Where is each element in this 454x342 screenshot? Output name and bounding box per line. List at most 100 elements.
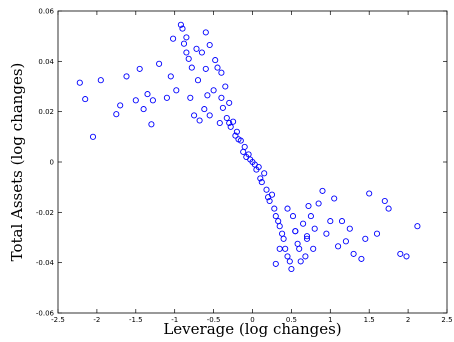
y-tick-label: -0.06 [36,310,55,318]
x-tick-label: -2 [93,316,100,324]
scatter-point [280,235,287,242]
scatter-point [335,243,342,250]
x-tick-label: 0.5 [286,316,297,324]
scatter-point [206,41,213,49]
scatter-point [284,205,291,212]
scatter-point [198,49,205,56]
scatter-point [144,91,151,98]
scatter-point [366,190,373,197]
scatter-point [156,60,163,67]
x-tick-label: 2 [406,316,410,324]
scatter-point [233,128,240,135]
scatter-point [202,29,209,36]
scatter-point [331,195,338,202]
scatter-point [286,258,293,265]
scatter-point [342,238,349,245]
scatter-point [358,255,365,262]
scatter-point [183,49,190,56]
scatter-point [167,73,174,80]
scatter-point [177,21,184,28]
scatter-point [201,106,208,113]
scatter-point [296,245,303,252]
scatter-point [403,253,410,260]
scatter-point [338,218,346,225]
scatter-point [210,87,217,94]
scatter-point [350,250,357,257]
scatter-point [257,175,264,182]
scatter-point [272,260,279,267]
scatter-point [191,112,198,119]
scatter-point [170,35,177,42]
scatter-point [163,94,170,101]
x-tick-label: 1.5 [364,316,375,324]
y-tick-label: 0.04 [38,58,54,66]
scatter-point [140,106,147,113]
scatter-point [315,200,322,207]
scatter-point [185,55,192,62]
scatter-point [346,225,353,232]
scatter-point [307,213,314,220]
scatter-point [218,94,225,101]
scatter-point [303,235,311,242]
scatter-point [323,230,330,237]
x-tick-label: -0.5 [207,316,221,324]
scatter-point [188,64,195,71]
scatter-point [183,34,190,41]
scatter-point [284,253,291,260]
x-tick-label: 1 [328,316,332,324]
scatter-point [327,218,334,225]
scatter-point [113,111,120,118]
scatter-point [268,191,276,198]
scatter-point [414,223,421,230]
scatter-point [271,205,278,212]
scatter-point [310,245,317,252]
scatter-point [148,121,155,128]
x-tick-label: 0 [250,316,254,324]
scatter-point [76,79,83,86]
scatter-point [123,73,130,80]
scatter-point [261,170,268,177]
y-tick-label: 0.02 [38,108,54,116]
scatter-point [193,45,200,52]
scatter-point [302,253,309,260]
scatter-point [319,187,326,194]
scatter-point [218,69,225,76]
scatter-point [385,205,392,212]
scatter-point [216,119,223,127]
scatter-point [132,97,139,104]
scatter-point [173,87,180,94]
scatter-point [288,265,295,273]
scatter-point [241,143,248,150]
scatter-point [204,92,211,99]
scatter-point [276,223,283,230]
x-tick-label: -1.5 [129,316,143,324]
scatter-point [202,65,209,72]
scatter-point [226,99,233,106]
x-axis-label: Leverage (log changes) [163,320,341,338]
y-tick-label: 0.06 [38,8,54,16]
scatter-point [292,228,299,235]
scatter-point [196,117,203,124]
scatter-point [232,132,239,139]
y-axis-label: Total Assets (log changes) [8,63,26,262]
scatter-point [263,186,270,193]
x-tick-label: 2.5 [441,316,452,324]
scatter-point [289,213,297,220]
scatter-point [311,225,318,232]
scatter-point [230,118,237,125]
scatter-point [219,104,226,111]
x-tick-label: -1 [171,316,178,324]
scatter-point [226,119,233,127]
scatter-point [237,137,244,144]
scatter-point [187,94,194,101]
scatter-point [89,133,97,140]
scatter-point [227,123,234,130]
scatter-point [255,163,262,171]
scatter-point [82,96,89,103]
scatter-point [179,25,186,32]
scatter-point [136,65,143,72]
scatter-point [303,233,311,240]
scatter-point [97,77,104,84]
scatter-point [214,64,221,71]
